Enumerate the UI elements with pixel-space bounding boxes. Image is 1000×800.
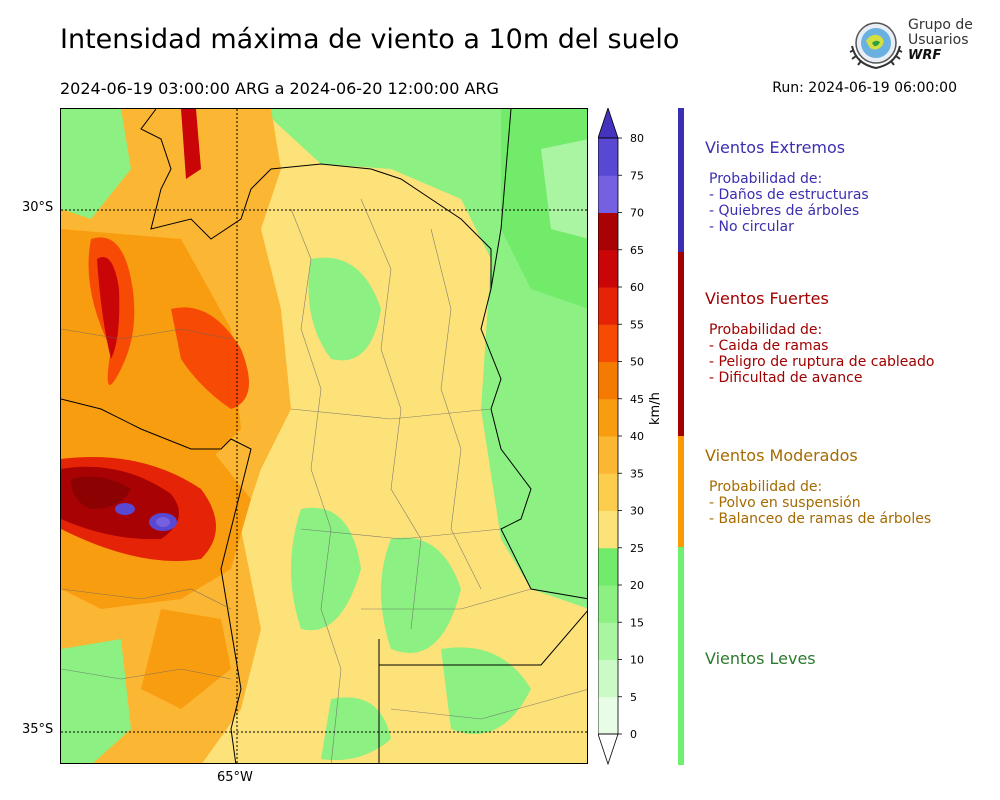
globe-logo-icon — [849, 22, 903, 70]
legend-category: Vientos Moderados Probabilidad de: - Polvo… — [705, 446, 931, 527]
logo-text-line1: Grupo de — [908, 17, 973, 33]
colorbar-max-extension — [598, 108, 619, 139]
lat-label-35s: 35°S — [22, 722, 54, 737]
wind-zone-light-south — [321, 697, 391, 761]
colorbar-tick-label: 45 — [630, 393, 644, 406]
legend-impact-item: - Peligro de ruptura de cableado — [709, 354, 935, 370]
province-borders — [61, 109, 587, 763]
colorbar-segment — [598, 510, 618, 549]
wind-zone-extreme-core — [156, 517, 170, 527]
legend-color-band — [678, 108, 684, 252]
wind-zone-light-center — [308, 257, 381, 361]
map-title: Intensidad máxima de viento a 10m del su… — [60, 24, 680, 55]
legend-category: Vientos Fuertes Probabilidad de: - Caida d… — [705, 289, 934, 386]
colorbar-tick-label: 10 — [630, 654, 644, 667]
colorbar-segment — [598, 696, 618, 735]
colorbar-tick-label: 0 — [630, 728, 637, 741]
colorbar-tick-label: 15 — [630, 616, 644, 629]
legend-color-band — [678, 436, 684, 547]
legend-category-title: Vientos Moderados — [705, 446, 858, 465]
wrf-users-group-logo: Grupo de Usuarios WRF — [848, 16, 973, 72]
legend-category: Vientos Extremos Probabilidad de: - Daños … — [705, 138, 869, 235]
colorbar-segment — [598, 473, 618, 511]
colorbar-tick-label: 40 — [630, 430, 644, 443]
legend-category-title: Vientos Leves — [705, 649, 816, 668]
legend-impact-item: - Caida de ramas — [709, 338, 829, 354]
colorbar-min-extension — [598, 733, 619, 766]
department-borders — [61, 198, 587, 763]
map-canvas — [61, 109, 587, 763]
colorbar-tick-label: 35 — [630, 467, 644, 480]
colorbar-segment — [598, 249, 618, 288]
colorbar-segment — [598, 138, 618, 176]
legend-probability-label: Probabilidad de: — [709, 479, 823, 495]
legend-impact-item: - No circular — [709, 219, 794, 235]
wind-zone-strong-central — [171, 307, 249, 409]
logo-text-line3: WRF — [908, 48, 942, 63]
wind-zone-light-southcenter — [381, 537, 461, 653]
legend-impact-item: - Quiebres de árboles — [709, 203, 860, 219]
lat-label-30s: 30°S — [22, 200, 54, 215]
wind-zone-extreme-west — [115, 503, 135, 515]
colorbar-tick-label: 5 — [630, 691, 637, 704]
colorbar-segment — [598, 659, 618, 698]
colorbar-segment — [598, 212, 618, 251]
colorbar-segment — [598, 361, 618, 400]
wind-zone-lighter-northeast — [541, 139, 587, 239]
colorbar-segment — [598, 585, 618, 623]
colorbar-unit-label: km/h — [648, 392, 663, 425]
colorbar-tick-label: 80 — [630, 132, 644, 145]
colorbar-tick-label: 55 — [630, 318, 644, 331]
colorbar-tick-label: 65 — [630, 244, 644, 257]
colorbar-tick-label: 25 — [630, 542, 644, 555]
wind-zone-strong-north — [181, 109, 201, 179]
wind-speed-colorbar: 0 5 10 15 20 25 30 35 40 45 50 55 60 65 70 75 80 — [598, 108, 644, 766]
colorbar-segment — [598, 436, 618, 474]
wind-zone-very-strong-core — [71, 476, 131, 509]
colorbar-tick-label: 60 — [630, 281, 644, 294]
run-timestamp: Run: 2024-06-19 06:00:00 — [772, 80, 957, 96]
legend-impact-item: - Daños de estructuras — [709, 187, 869, 203]
legend-probability-label: Probabilidad de: — [709, 171, 823, 187]
legend-category-title: Vientos Fuertes — [705, 289, 829, 308]
legend-probability-label: Probabilidad de: — [709, 322, 823, 338]
colorbar-tick-label: 50 — [630, 356, 644, 369]
legend-impact-item: - Dificultad de avance — [709, 370, 863, 386]
colorbar-segment — [598, 287, 618, 325]
legend-color-band — [678, 252, 684, 436]
wind-zone-moderate-southwest — [141, 609, 231, 709]
wind-zone-light-andes-north — [61, 109, 131, 219]
legend-impact-item: - Balanceo de ramas de árboles — [709, 511, 932, 527]
colorbar-segment — [598, 547, 618, 586]
colorbar-segment — [598, 175, 618, 213]
colorbar-tick-label: 75 — [630, 169, 644, 182]
legend-category: Vientos Leves — [705, 649, 816, 682]
legend-color-band — [678, 547, 684, 765]
colorbar-tick-label: 20 — [630, 579, 644, 592]
coordinate-grid — [61, 109, 587, 763]
forecast-period: 2024-06-19 03:00:00 ARG a 2024-06-20 12:… — [60, 79, 499, 98]
logo-text-line2: Usuarios — [908, 32, 969, 48]
wind-zone-strong-core-northwest — [97, 257, 120, 359]
colorbar-segment — [598, 622, 618, 660]
lon-label-65w: 65°W — [217, 770, 253, 785]
colorbar-segment — [598, 398, 618, 437]
wind-zone-light-southeast — [441, 647, 531, 734]
colorbar-tick-label: 30 — [630, 505, 644, 518]
wind-intensity-map — [60, 108, 588, 764]
colorbar-segment — [598, 324, 618, 362]
colorbar-tick-label: 70 — [630, 207, 644, 220]
legend-impact-item: - Polvo en suspensión — [709, 495, 861, 511]
legend-category-title: Vientos Extremos — [705, 138, 846, 157]
